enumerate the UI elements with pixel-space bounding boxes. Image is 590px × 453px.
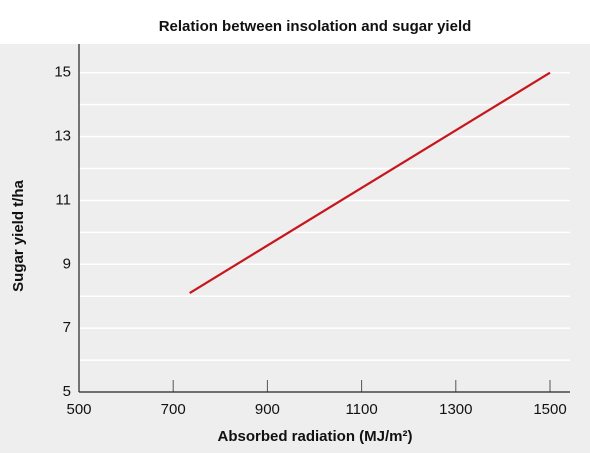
data-line <box>189 71 551 294</box>
x-tick-label: 500 <box>66 401 91 418</box>
x-tick-label: 900 <box>255 401 280 418</box>
y-tick-label: 15 <box>54 64 71 81</box>
y-tick-label: 9 <box>63 255 71 272</box>
y-tick-label: 7 <box>63 319 71 336</box>
x-axis-title: Absorbed radiation (MJ/m²) <box>217 428 412 445</box>
x-tick-label: 700 <box>161 401 186 418</box>
chart-title: Relation between insolation and sugar yi… <box>159 18 472 35</box>
y-tick-label: 5 <box>63 383 71 400</box>
x-tick-label: 1100 <box>345 401 377 418</box>
title-bar <box>0 0 590 44</box>
y-axis-title: Sugar yield t/ha <box>10 179 27 291</box>
y-tick-label: 13 <box>54 128 71 145</box>
x-tick-label: 1500 <box>533 401 566 418</box>
y-tick-label: 11 <box>55 191 71 208</box>
x-tick-label: 1300 <box>439 401 472 418</box>
